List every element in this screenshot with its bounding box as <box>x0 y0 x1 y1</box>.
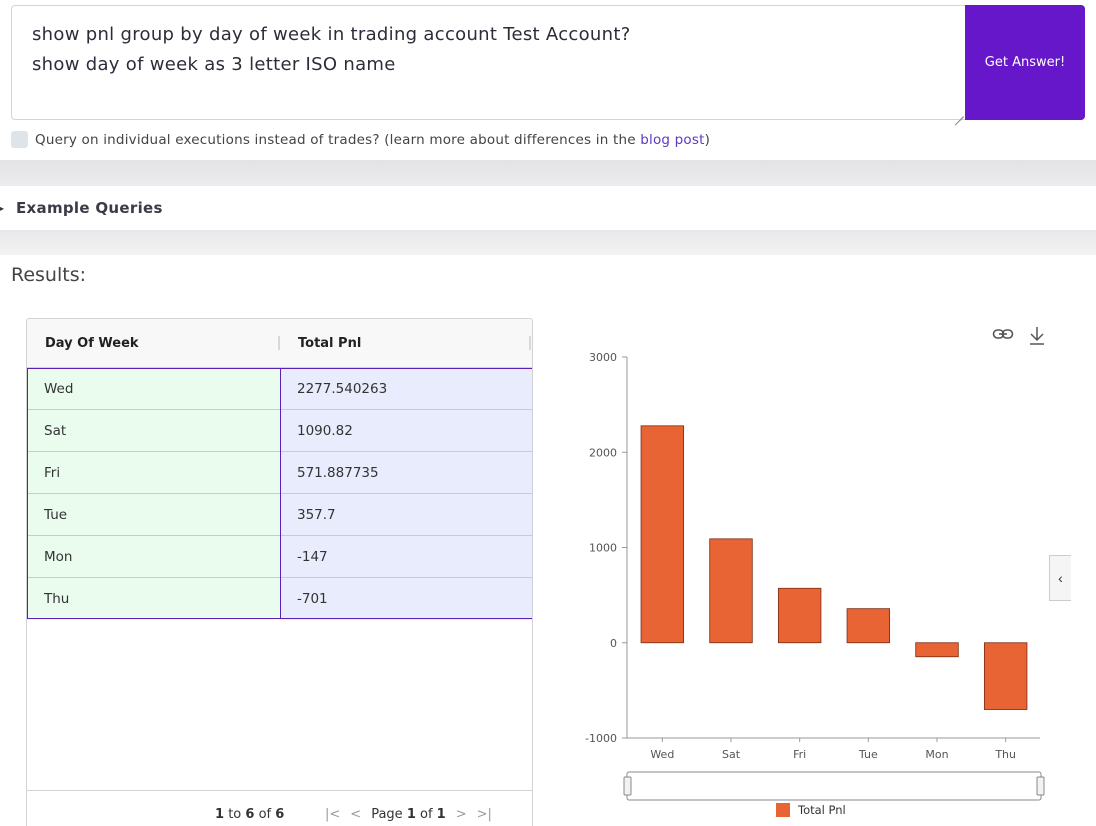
cell-day[interactable]: Mon <box>27 536 280 578</box>
row-divider <box>27 577 532 578</box>
row-range-summary: 1 to 6 of 6 <box>215 807 284 822</box>
grid-pagination: 1 to 6 of 6 |< < Page 1 of 1 > >| <box>27 790 532 826</box>
download-icon[interactable] <box>1028 326 1046 346</box>
results-grid: Day Of Week Total Pnl Wed 2277.540263 Sa… <box>26 318 533 826</box>
range-of-word: of <box>258 807 272 822</box>
y-tick-label: 2000 <box>589 446 617 459</box>
row-divider <box>27 451 532 452</box>
column-header-pnl[interactable]: Total Pnl <box>298 336 362 351</box>
pnl-bar-chart: -1000 0 1000 2000 3000 Wed Sat Fri Tue Mon Thu Tota… <box>560 320 1080 826</box>
cell-day[interactable]: Wed <box>27 368 280 410</box>
page-of-word: of <box>420 807 433 822</box>
cell-pnl[interactable]: 357.7 <box>280 494 532 536</box>
page-word: Page <box>371 807 403 822</box>
example-queries-label: Example Queries <box>16 199 163 217</box>
executions-label: Query on individual executions instead o… <box>35 132 710 148</box>
range-slider-handle-right <box>1036 776 1045 796</box>
get-answer-button[interactable]: Get Answer! <box>965 5 1085 120</box>
example-queries-toggle[interactable]: ▸ Example Queries <box>0 186 1096 230</box>
table-row[interactable]: Fri 571.887735 <box>27 452 532 494</box>
range-from: 1 <box>215 807 225 822</box>
range-total: 6 <box>275 807 285 822</box>
cell-day[interactable]: Sat <box>27 410 280 452</box>
column-resize-handle[interactable] <box>278 336 280 350</box>
previous-page-icon[interactable]: < <box>350 807 362 822</box>
executions-checkbox[interactable] <box>11 131 28 148</box>
executions-label-text: Query on individual executions instead o… <box>35 131 641 148</box>
bar-fri <box>777 587 822 644</box>
y-tick-label: 1000 <box>589 542 617 555</box>
divider-band <box>0 230 1096 255</box>
range-to: 6 <box>245 807 255 822</box>
divider-band <box>0 160 1096 186</box>
x-tick-label: Thu <box>994 748 1016 761</box>
y-tick-label: 0 <box>610 637 617 650</box>
grid-header: Day Of Week Total Pnl <box>27 319 532 368</box>
bar-tue <box>846 608 891 644</box>
page-navigation: |< < Page 1 of 1 > >| <box>325 807 492 822</box>
cell-pnl[interactable]: -701 <box>280 578 532 620</box>
link-icon[interactable] <box>992 326 1014 342</box>
x-tick-label: Sat <box>722 748 741 761</box>
bar-thu <box>983 642 1028 710</box>
page-summary: Page 1 of 1 <box>371 807 446 822</box>
column-resize-handle[interactable] <box>529 336 531 350</box>
executions-option: Query on individual executions instead o… <box>11 131 710 148</box>
results-title: Results: <box>11 264 87 286</box>
table-row[interactable]: Sat 1090.82 <box>27 410 532 452</box>
query-line-1: show pnl group by day of week in trading… <box>32 24 631 45</box>
cell-pnl[interactable]: 1090.82 <box>280 410 532 452</box>
bar-mon <box>915 642 959 658</box>
last-page-icon[interactable]: >| <box>476 807 492 822</box>
y-tick-label: 3000 <box>589 351 617 364</box>
chevron-left-icon[interactable]: ‹ <box>1049 555 1071 601</box>
table-row[interactable]: Thu -701 <box>27 578 532 620</box>
table-row[interactable]: Tue 357.7 <box>27 494 532 536</box>
cell-pnl[interactable]: -147 <box>280 536 532 578</box>
first-page-icon[interactable]: |< <box>325 807 341 822</box>
chart-toolbar <box>992 326 1046 346</box>
legend-label: Total Pnl <box>797 803 846 817</box>
query-textarea[interactable]: show pnl group by day of week in trading… <box>11 5 966 120</box>
x-tick-label: Tue <box>858 748 878 761</box>
row-divider <box>27 535 532 536</box>
blog-post-link[interactable]: blog post <box>640 131 705 148</box>
page-current: 1 <box>406 807 416 822</box>
query-line-2: show day of week as 3 letter ISO name <box>32 54 396 75</box>
cell-day[interactable]: Thu <box>27 578 280 620</box>
x-tick-label: Fri <box>793 748 806 761</box>
column-header-day[interactable]: Day Of Week <box>45 336 139 351</box>
resize-grip-icon[interactable] <box>954 107 964 117</box>
x-tick-label: Wed <box>650 748 674 761</box>
range-slider-handle-left <box>623 776 632 796</box>
cell-pnl[interactable]: 2277.540263 <box>280 368 532 410</box>
bar-wed <box>640 425 685 644</box>
page-total: 1 <box>436 807 446 822</box>
table-row[interactable]: Mon -147 <box>27 536 532 578</box>
range-slider <box>626 771 1042 801</box>
row-divider <box>27 493 532 494</box>
executions-label-close: ) <box>704 131 711 148</box>
disclosure-triangle-icon: ▸ <box>0 203 5 213</box>
legend-swatch <box>776 803 790 817</box>
cell-day[interactable]: Tue <box>27 494 280 536</box>
chart-canvas: -1000 0 1000 2000 3000 Wed Sat Fri Tue Mon Thu Tota… <box>585 351 1045 817</box>
table-row[interactable]: Wed 2277.540263 <box>27 368 532 410</box>
next-page-icon[interactable]: > <box>455 807 467 822</box>
cell-pnl[interactable]: 571.887735 <box>280 452 532 494</box>
x-tick-label: Mon <box>925 748 948 761</box>
range-to-word: to <box>228 807 242 822</box>
y-tick-label: -1000 <box>585 732 617 745</box>
cell-day[interactable]: Fri <box>27 452 280 494</box>
row-divider <box>27 409 532 410</box>
bar-sat <box>709 538 753 644</box>
